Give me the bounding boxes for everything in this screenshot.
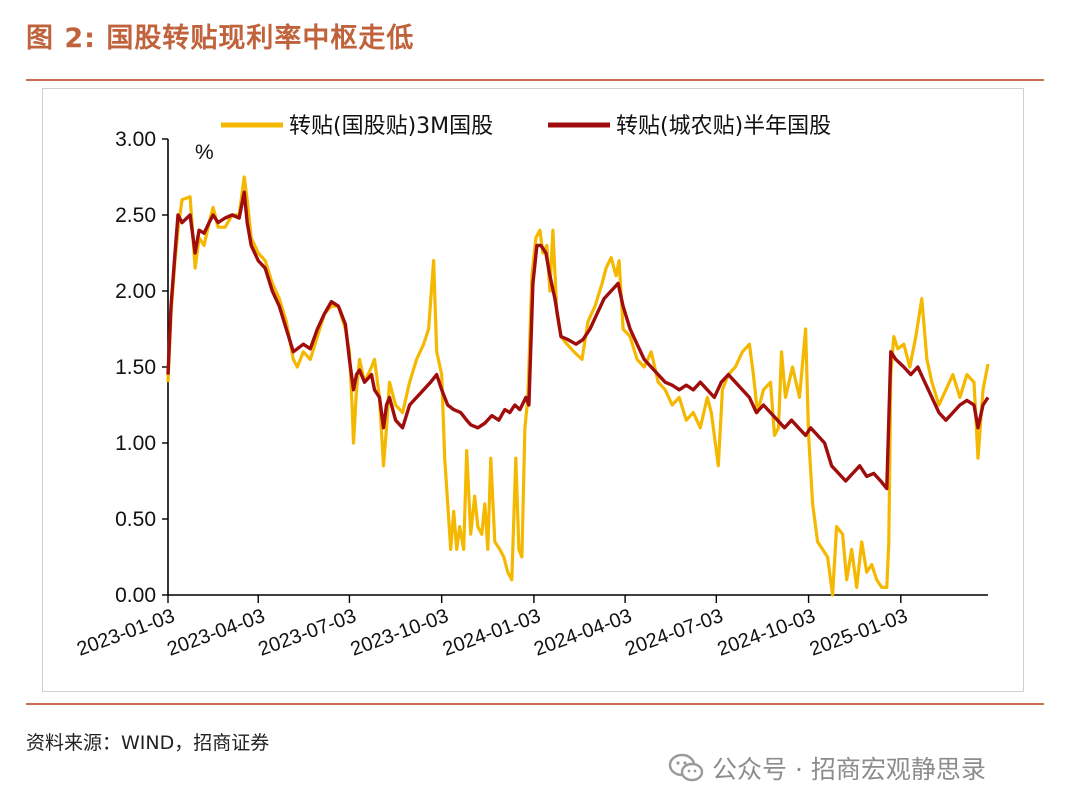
watermark: 公众号 · 招商宏观静思录 bbox=[668, 750, 986, 786]
wechat-icon bbox=[668, 753, 704, 782]
chart-frame: 0.00 0.50 1.00 1.50 2.00 2.50 3.00% 2023-01-03 2… bbox=[42, 88, 1024, 692]
x-tick-label: 2024-10-03 bbox=[715, 605, 819, 661]
x-tick-label: 2024-01-03 bbox=[440, 605, 544, 661]
y-tick-label: 1.00 bbox=[115, 432, 156, 455]
y-tick-label: 2.50 bbox=[115, 204, 156, 227]
y-tick-label: 1.50 bbox=[115, 356, 156, 379]
line-chart: 0.000.501.001.502.002.503.00%2023-01-032… bbox=[74, 114, 990, 661]
x-tick-label: 2023-01-03 bbox=[74, 605, 178, 661]
x-tick-label: 2023-10-03 bbox=[348, 605, 452, 661]
x-tick-label: 2023-04-03 bbox=[164, 605, 268, 661]
title-rule bbox=[26, 79, 1044, 81]
y-tick-label: 2.00 bbox=[115, 280, 156, 303]
x-tick-label: 2024-07-03 bbox=[622, 605, 726, 661]
y-tick-label: 3.00 bbox=[115, 128, 156, 151]
watermark-text: 公众号 · 招商宏观静思录 bbox=[712, 755, 986, 784]
y-tick-label: 0.50 bbox=[115, 508, 156, 531]
figure-title: 图 2: 国股转贴现利率中枢走低 bbox=[26, 23, 415, 54]
x-tick-label: 2024-04-03 bbox=[531, 605, 635, 661]
legend-label-1: 转贴(国股贴)3M国股 bbox=[289, 114, 493, 139]
y-unit-label: % bbox=[195, 141, 214, 164]
source-rule bbox=[26, 703, 1044, 705]
y-tick-label: 0.00 bbox=[115, 584, 156, 607]
source-note: 资料来源：WIND，招商证券 bbox=[26, 732, 270, 754]
legend-label-2: 转贴(城农贴)半年国股 bbox=[616, 114, 831, 139]
series-line-1 bbox=[166, 175, 990, 597]
series-line-2 bbox=[166, 190, 990, 491]
x-tick-label: 2023-07-03 bbox=[255, 605, 359, 661]
x-tick-label: 2025-01-03 bbox=[807, 605, 911, 661]
